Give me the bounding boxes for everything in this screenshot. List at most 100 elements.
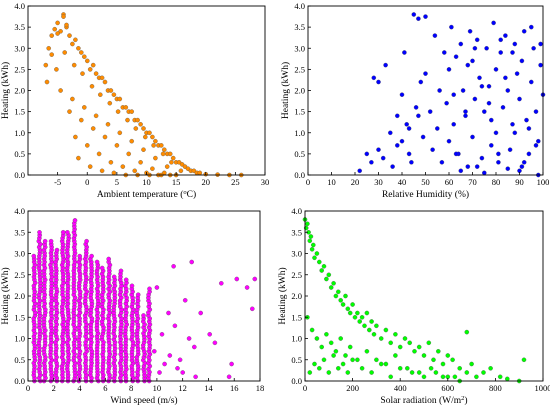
- data-point: [245, 285, 249, 289]
- x-tick-label: 0: [26, 383, 30, 393]
- data-point: [481, 370, 485, 374]
- data-point: [53, 27, 57, 31]
- data-point: [47, 46, 51, 50]
- data-point: [43, 239, 47, 243]
- data-point: [374, 324, 378, 328]
- data-point: [310, 328, 314, 332]
- data-point: [227, 375, 231, 379]
- data-point: [360, 315, 364, 319]
- data-point: [389, 375, 393, 379]
- data-point: [343, 294, 347, 298]
- data-point: [130, 110, 134, 114]
- data-point: [508, 148, 512, 152]
- data-point: [253, 277, 257, 281]
- data-point: [79, 50, 83, 54]
- data-point: [308, 239, 312, 243]
- x-tick-label: 0: [303, 383, 307, 393]
- data-point: [494, 67, 498, 71]
- data-point: [250, 307, 254, 311]
- data-point: [417, 345, 421, 349]
- data-point: [312, 256, 316, 260]
- data-point: [150, 135, 154, 139]
- data-point: [54, 67, 58, 71]
- data-point: [466, 165, 470, 169]
- data-point: [341, 302, 345, 306]
- data-point: [381, 156, 385, 160]
- data-point: [192, 345, 196, 349]
- x-tick-label: 40: [398, 177, 407, 187]
- x-tick-label: 0: [85, 177, 89, 187]
- data-point: [419, 80, 423, 84]
- data-point: [161, 152, 165, 156]
- data-point: [376, 148, 380, 152]
- y-axis-label: Heating (kWh): [277, 267, 288, 324]
- y-axis-label: Heating (kWh): [280, 62, 291, 119]
- data-point: [112, 93, 116, 97]
- data-point: [522, 160, 526, 164]
- data-point: [124, 105, 128, 109]
- data-point: [82, 105, 86, 109]
- data-point: [393, 353, 397, 357]
- data-point: [169, 160, 173, 164]
- data-point: [355, 358, 359, 362]
- data-point: [343, 353, 347, 357]
- x-axis-label: Solar radiation (W/m2): [380, 395, 467, 406]
- data-point: [100, 76, 104, 80]
- data-point: [112, 275, 116, 279]
- x-tick-label: 4: [77, 383, 82, 393]
- data-point: [447, 139, 451, 143]
- data-point: [510, 50, 514, 54]
- data-point: [489, 118, 493, 122]
- data-point: [498, 375, 502, 379]
- data-point: [431, 148, 435, 152]
- data-point: [55, 248, 59, 252]
- data-points: [32, 218, 257, 383]
- data-point: [97, 152, 101, 156]
- data-point: [70, 42, 74, 46]
- data-point: [358, 169, 362, 173]
- data-point: [165, 165, 169, 169]
- x-tick-label: 100: [537, 177, 550, 187]
- y-tick-label: 2.5: [14, 64, 25, 74]
- data-point: [322, 264, 326, 268]
- data-point: [65, 230, 69, 234]
- x-tick-label: 90: [515, 177, 524, 187]
- data-point: [442, 50, 446, 54]
- data-point: [447, 67, 451, 71]
- data-point: [487, 101, 491, 105]
- data-point: [503, 76, 507, 80]
- data-point: [482, 110, 486, 114]
- y-tick-label: 3.5: [14, 227, 25, 237]
- data-point: [403, 336, 407, 340]
- data-point: [155, 285, 159, 289]
- data-point: [470, 59, 474, 63]
- data-point: [520, 59, 524, 63]
- y-tick-label: 2.0: [14, 86, 25, 96]
- data-point: [61, 230, 65, 234]
- data-point: [116, 110, 120, 114]
- data-point: [423, 15, 427, 19]
- data-point: [305, 222, 309, 226]
- y-tick-label: 3.0: [291, 249, 302, 259]
- data-point: [70, 97, 74, 101]
- data-point: [136, 293, 140, 297]
- data-point: [513, 42, 517, 46]
- data-point: [506, 167, 510, 171]
- data-point: [73, 218, 77, 222]
- data-point: [395, 143, 399, 147]
- data-point: [454, 55, 458, 59]
- data-point: [143, 135, 147, 139]
- data-point: [473, 46, 477, 50]
- data-point: [309, 234, 313, 238]
- data-point: [374, 358, 378, 362]
- data-point: [320, 345, 324, 349]
- y-axis-label: Heating (kWh): [0, 62, 11, 119]
- data-point: [422, 375, 426, 379]
- data-point: [522, 358, 526, 362]
- data-point: [351, 302, 355, 306]
- data-point: [339, 336, 343, 340]
